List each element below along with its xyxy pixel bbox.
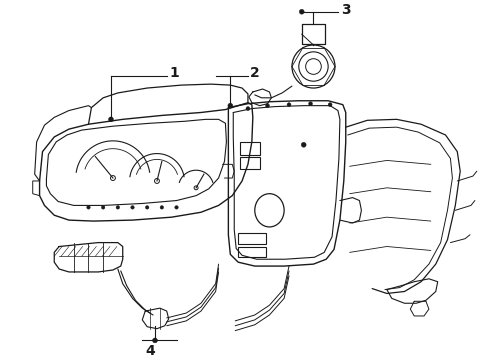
Bar — [238, 233, 266, 244]
Circle shape — [101, 206, 105, 209]
Circle shape — [116, 206, 120, 209]
Bar — [238, 247, 266, 257]
Circle shape — [87, 206, 90, 209]
Text: 2: 2 — [250, 66, 260, 80]
Bar — [240, 157, 260, 169]
Text: 4: 4 — [145, 344, 155, 358]
Text: 3: 3 — [341, 3, 350, 17]
Circle shape — [228, 103, 233, 108]
Circle shape — [160, 206, 164, 209]
Bar — [240, 142, 260, 154]
Circle shape — [109, 117, 113, 122]
Circle shape — [287, 103, 291, 107]
Circle shape — [299, 9, 304, 14]
Circle shape — [266, 104, 270, 108]
Circle shape — [246, 107, 250, 111]
Circle shape — [301, 142, 306, 147]
Circle shape — [175, 206, 178, 209]
Circle shape — [328, 103, 332, 107]
Text: 1: 1 — [170, 66, 179, 80]
Circle shape — [152, 338, 157, 343]
Circle shape — [309, 102, 313, 105]
Circle shape — [146, 206, 149, 209]
Circle shape — [131, 206, 134, 209]
